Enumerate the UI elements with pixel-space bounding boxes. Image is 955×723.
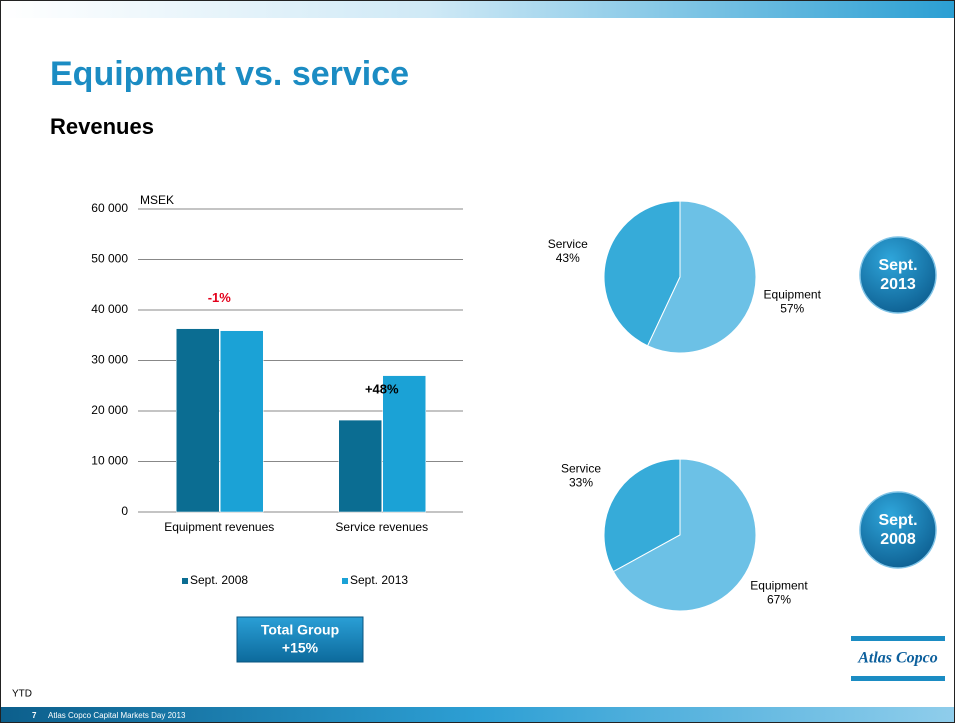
note: YTD [12,689,32,700]
pie-value-label: 33% [569,476,593,490]
slide-title: Equipment vs. service [50,55,409,93]
total-badge-text: Total Group [261,622,339,638]
y-tick-label: 60 000 [91,201,128,215]
pie-value-label: 43% [556,251,580,265]
pie-label: Service [561,462,601,476]
date-badge-text: Sept. [878,512,917,529]
y-tick-label: 50 000 [91,252,128,266]
legend-label: Sept. 2013 [350,573,408,587]
pie-label: Service [548,237,588,251]
y-tick-label: 0 [121,504,128,518]
y-tick-label: 40 000 [91,302,128,316]
bar [338,419,382,513]
pie-value-label: 67% [767,593,791,607]
date-badge-text: 2013 [880,276,916,293]
pie-slice [603,458,681,573]
footer-text: Atlas Copco Capital Markets Day 2013 [48,711,186,720]
bar [382,375,426,513]
date-badge-text: Sept. [878,257,917,274]
total-badge-text: +15% [282,640,319,656]
page-number: 7 [32,711,37,720]
footer-bar [1,707,954,722]
bar [220,330,264,513]
pie-value-label: 57% [780,301,804,315]
annotation: +48% [365,382,399,397]
bar [176,328,220,513]
y-tick-label: 20 000 [91,403,128,417]
legend-label: Sept. 2008 [190,573,248,587]
top-bar [1,1,954,18]
date-badge [859,236,937,314]
x-tick-label: Service revenues [335,520,428,534]
slide-subtitle: Revenues [50,114,154,139]
annotation: -1% [208,290,232,305]
y-tick-label: 30 000 [91,353,128,367]
logo: Atlas Copco [857,650,938,667]
x-tick-label: Equipment revenues [164,520,274,534]
pie-slice [646,200,757,354]
pie-label: Equipment [750,579,808,593]
pie-slice [612,458,757,612]
pie-slice [603,200,681,347]
y-tick-label: 10 000 [91,454,128,468]
legend-swatch [342,578,348,584]
pie-label: Equipment [764,287,822,301]
logo-bar [851,676,945,681]
total-badge [236,616,364,663]
date-badge-text: 2008 [880,531,916,548]
legend-swatch [182,578,188,584]
logo-bar [851,636,945,641]
y-axis-label: MSEK [140,193,174,207]
date-badge [859,491,937,569]
